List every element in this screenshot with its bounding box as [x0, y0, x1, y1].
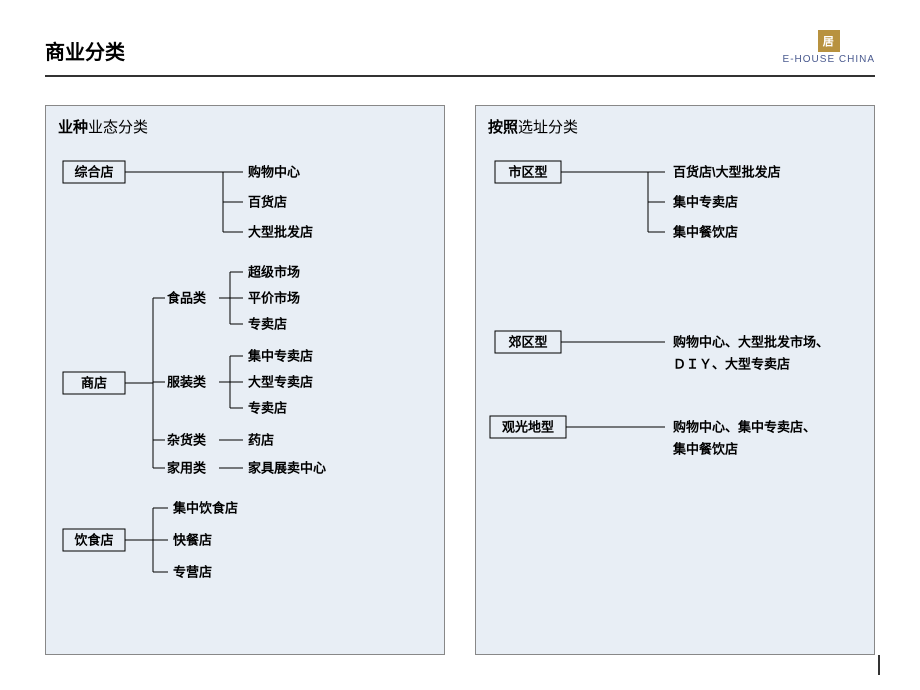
- svg-text:集中餐饮店: 集中餐饮店: [672, 441, 738, 456]
- svg-text:药店: 药店: [248, 432, 274, 447]
- svg-text:专卖店: 专卖店: [248, 400, 287, 415]
- panel-business-type: 业种业态分类 综合店购物中心百货店大型批发店商店食品类超级市场平价市场专卖店服装…: [45, 105, 445, 655]
- svg-text:观光地型: 观光地型: [502, 419, 554, 434]
- tree-right: 市区型百货店\大型批发店集中专卖店集中餐饮店郊区型购物中心、大型批发市场、ＤＩＹ…: [488, 147, 864, 652]
- svg-text:综合店: 综合店: [74, 164, 113, 179]
- svg-text:家用类: 家用类: [167, 460, 207, 475]
- footer-accent: [878, 655, 880, 675]
- svg-text:杂货类: 杂货类: [167, 432, 207, 447]
- svg-text:饮食店: 饮食店: [73, 532, 113, 547]
- page-title: 商业分类: [45, 36, 125, 65]
- panel-right-title: 按照选址分类: [488, 116, 862, 137]
- svg-text:购物中心、大型批发市场、: 购物中心、大型批发市场、: [673, 334, 829, 349]
- svg-text:集中专卖店: 集中专卖店: [672, 194, 738, 209]
- svg-text:专卖店: 专卖店: [248, 316, 287, 331]
- svg-text:超级市场: 超级市场: [248, 264, 300, 279]
- svg-text:百货店\大型批发店: 百货店\大型批发店: [673, 164, 781, 179]
- tree-left: 综合店购物中心百货店大型批发店商店食品类超级市场平价市场专卖店服装类集中专卖店大…: [58, 147, 434, 652]
- panel-location-type: 按照选址分类 市区型百货店\大型批发店集中专卖店集中餐饮店郊区型购物中心、大型批…: [475, 105, 875, 655]
- logo-icon: 居: [818, 30, 840, 52]
- svg-text:平价市场: 平价市场: [248, 290, 300, 305]
- svg-text:家具展卖中心: 家具展卖中心: [248, 460, 326, 475]
- svg-text:食品类: 食品类: [167, 290, 207, 305]
- svg-text:大型批发店: 大型批发店: [248, 224, 313, 239]
- svg-text:快餐店: 快餐店: [173, 532, 212, 547]
- svg-text:集中专卖店: 集中专卖店: [247, 348, 313, 363]
- svg-text:市区型: 市区型: [508, 164, 547, 179]
- svg-text:郊区型: 郊区型: [508, 334, 547, 349]
- svg-text:商店: 商店: [81, 375, 107, 390]
- svg-text:购物中心、集中专卖店、: 购物中心、集中专卖店、: [673, 419, 816, 434]
- svg-text:服装类: 服装类: [167, 374, 207, 389]
- panel-left-title: 业种业态分类: [58, 116, 432, 137]
- header: 商业分类 居 E-HOUSE CHINA: [45, 30, 875, 77]
- svg-text:专营店: 专营店: [173, 564, 212, 579]
- svg-text:集中饮食店: 集中饮食店: [172, 500, 238, 515]
- logo-text: E-HOUSE CHINA: [783, 54, 875, 65]
- svg-text:百货店: 百货店: [248, 194, 287, 209]
- svg-text:大型专卖店: 大型专卖店: [248, 374, 313, 389]
- svg-text:ＤＩＹ、大型专卖店: ＤＩＹ、大型专卖店: [673, 356, 790, 371]
- svg-text:集中餐饮店: 集中餐饮店: [672, 224, 738, 239]
- logo: 居 E-HOUSE CHINA: [783, 30, 875, 65]
- svg-text:购物中心: 购物中心: [248, 164, 300, 179]
